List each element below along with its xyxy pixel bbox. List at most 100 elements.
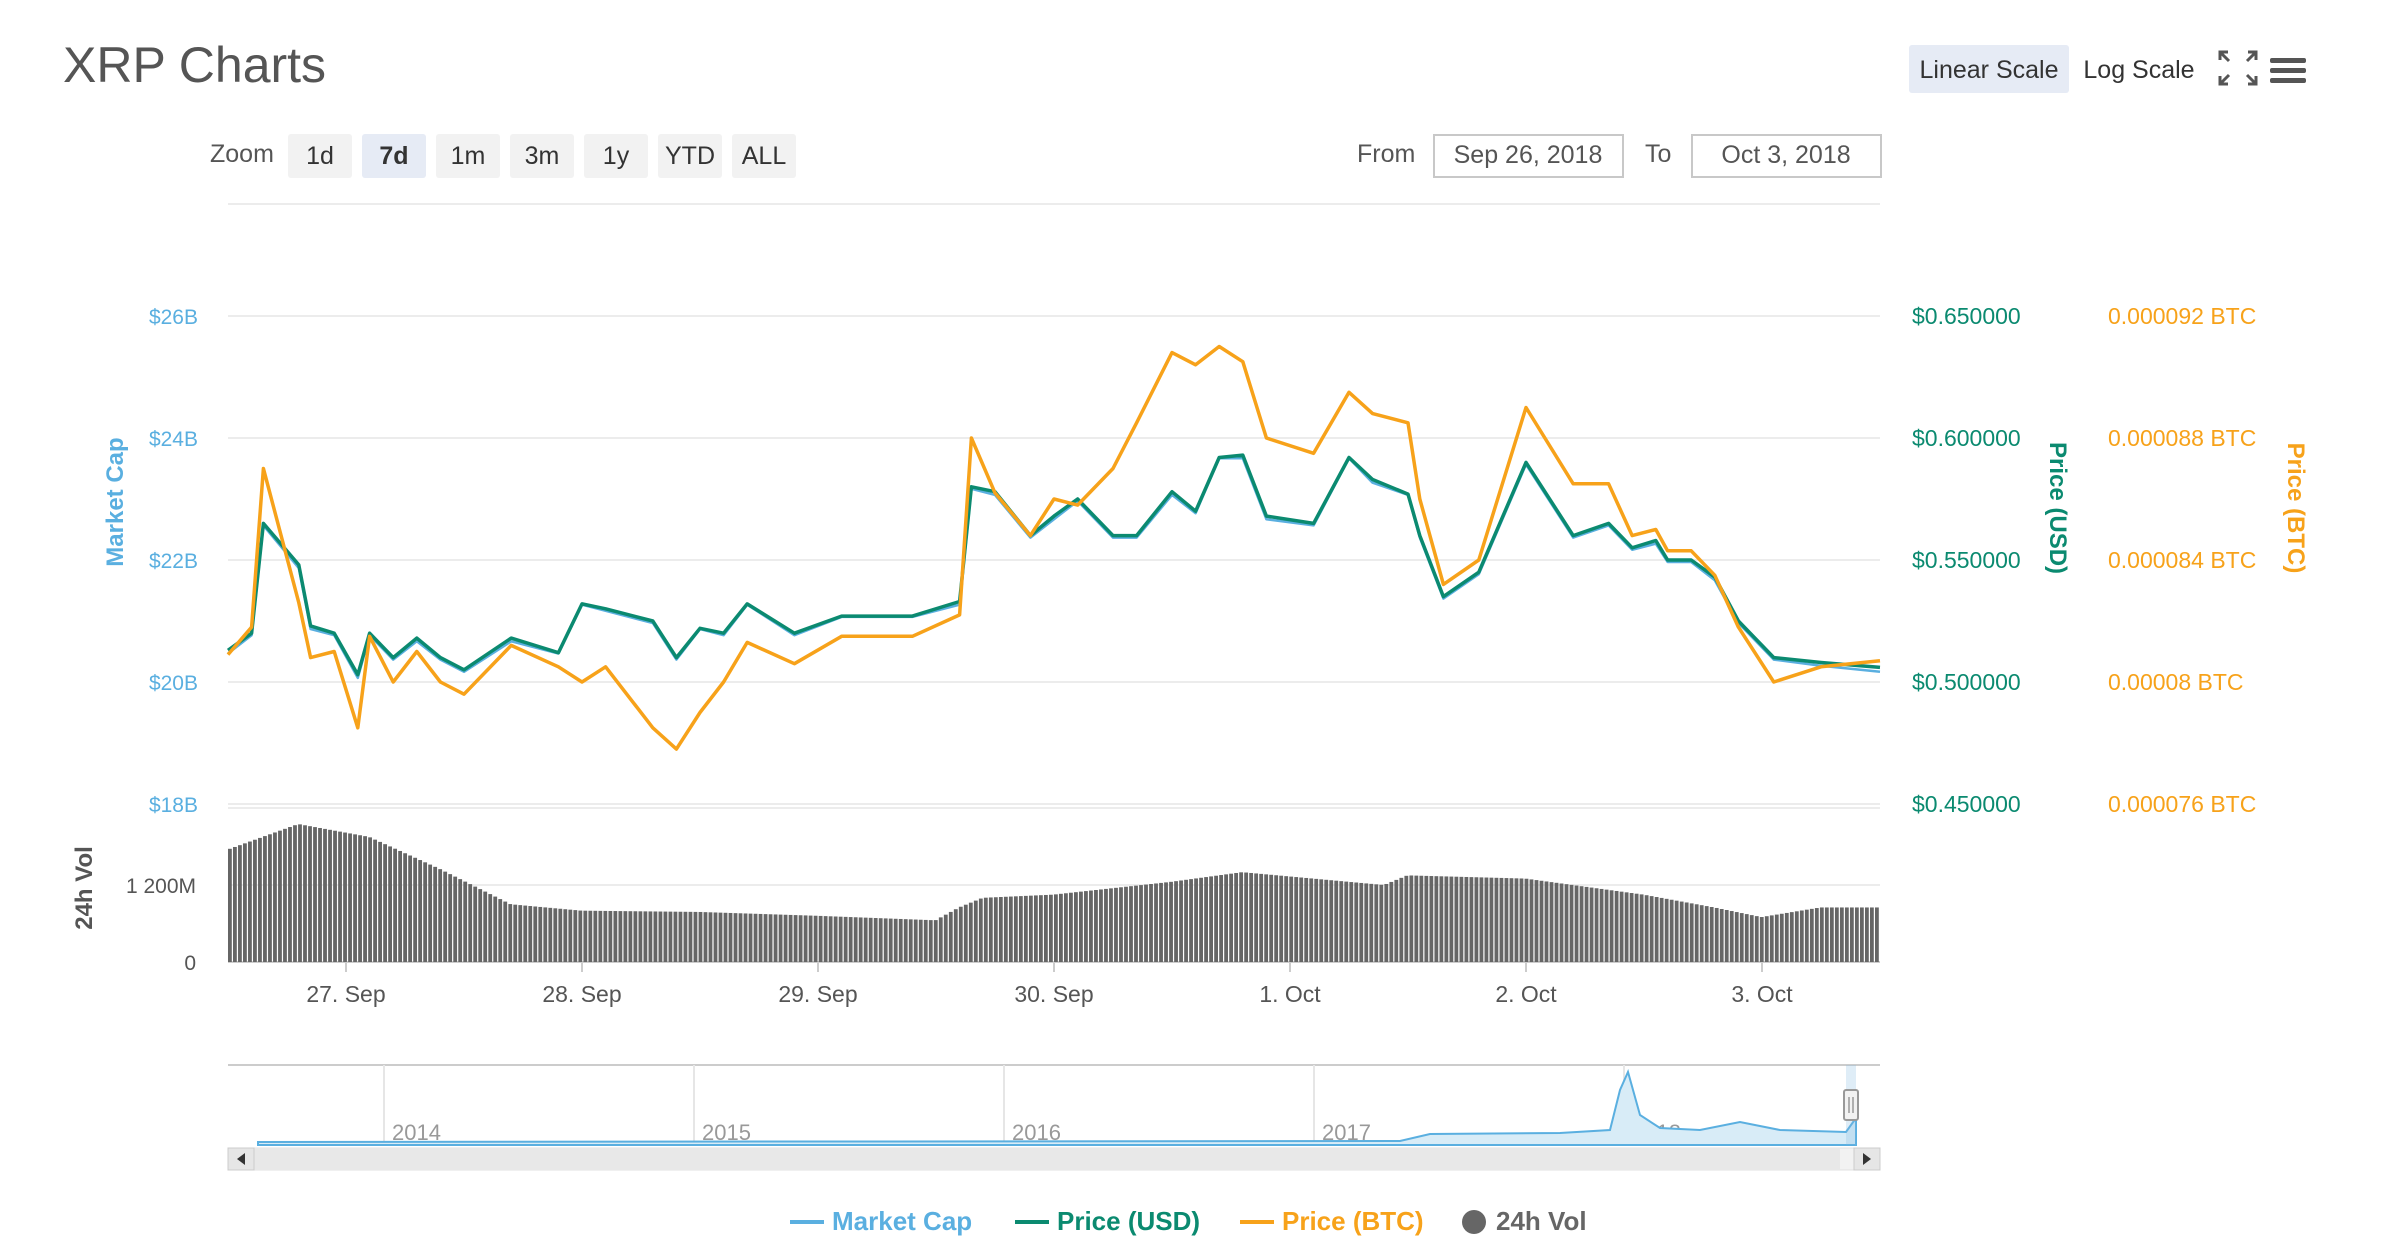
volume-bar [918, 919, 923, 962]
volume-bar [1679, 901, 1684, 962]
scroll-right-button[interactable] [1853, 1147, 1881, 1171]
volume-axis-title: 24h Vol [71, 846, 98, 930]
price-btc-tick-label: 0.000092 BTC [2108, 303, 2256, 329]
volume-bar [663, 911, 668, 962]
volume-bar [1764, 916, 1769, 962]
legend-item-market-cap[interactable]: Market Cap [790, 1206, 972, 1236]
volume-bar [348, 833, 352, 962]
zoom-button-ytd[interactable]: YTD [658, 134, 722, 178]
volume-bar [428, 864, 433, 962]
volume-bar [593, 910, 598, 962]
volume-bar [733, 913, 738, 962]
from-date-value: Sep 26, 2018 [1454, 141, 1603, 169]
arrow-left-icon [237, 1153, 245, 1165]
volume-bar [828, 916, 833, 962]
scroll-left-button[interactable] [227, 1147, 255, 1171]
volume-bar [1584, 886, 1589, 962]
volume-bar [1008, 896, 1013, 962]
volume-bar [353, 834, 357, 962]
volume-bar [623, 911, 628, 962]
volume-bar [1819, 907, 1824, 962]
to-date-input[interactable]: Oct 3, 2018 [1691, 134, 1882, 178]
volume-bar [768, 914, 773, 962]
volume-bar [313, 827, 317, 962]
volume-bar [1774, 914, 1779, 962]
hamburger-menu-icon[interactable] [2270, 58, 2306, 83]
volume-bar [1549, 882, 1554, 962]
volume-bar [723, 912, 728, 962]
linear-scale-button[interactable]: Linear Scale [1909, 45, 2069, 93]
volume-bar [563, 909, 568, 962]
zoom-button-label: 3m [525, 142, 560, 170]
zoom-button-1d[interactable]: 1d [288, 134, 352, 178]
scrollbar-thumb[interactable] [240, 1148, 1840, 1170]
x-tick-label: 1. Oct [1259, 981, 1321, 1007]
volume-bar [1294, 877, 1299, 962]
zoom-button-1y[interactable]: 1y [584, 134, 648, 178]
volume-bar [1829, 907, 1834, 962]
volume-bar [453, 876, 458, 962]
volume-bar [1284, 876, 1289, 962]
volume-bar [978, 898, 983, 962]
volume-bar [308, 826, 312, 962]
volume-series [228, 824, 1879, 962]
volume-bar [708, 912, 713, 962]
volume-bar [1484, 877, 1489, 962]
arrow-right-icon [1863, 1153, 1871, 1165]
volume-bar [658, 911, 663, 962]
zoom-button-label: 1y [603, 142, 630, 170]
volume-bar [418, 860, 423, 962]
zoom-button-7d[interactable]: 7d [362, 134, 426, 178]
volume-bar [228, 848, 232, 962]
volume-bar [1734, 912, 1739, 962]
price-usd-tick-label: $0.500000 [1912, 669, 2021, 695]
zoom-button-1m[interactable]: 1m [436, 134, 500, 178]
volume-bar [1319, 879, 1324, 962]
from-date-input[interactable]: Sep 26, 2018 [1433, 134, 1624, 178]
volume-bar [1564, 884, 1569, 962]
navigator-tick-label: 2014 [392, 1120, 441, 1145]
volume-bar [1189, 879, 1193, 962]
price-usd-axis-title: Price (USD) [2044, 442, 2071, 574]
navigator-handle[interactable] [1843, 1089, 1859, 1121]
volume-bar [298, 824, 302, 962]
volume-bar [1354, 882, 1359, 962]
volume-bar [613, 911, 618, 962]
legend-item-price-usd[interactable]: Price (USD) [1015, 1206, 1200, 1236]
market-cap-tick-label: $26B [149, 306, 198, 329]
volume-bar [1609, 890, 1614, 962]
volume-bar [1729, 911, 1734, 962]
volume-bar [1349, 882, 1354, 962]
volume-bar [1164, 882, 1168, 962]
volume-bar [1149, 884, 1153, 962]
volume-bar [1744, 914, 1749, 962]
price-btc-tick-label: 0.000088 BTC [2108, 425, 2256, 451]
log-scale-button[interactable]: Log Scale [2075, 45, 2203, 93]
fullscreen-icon[interactable] [2218, 50, 2258, 86]
zoom-button-all[interactable]: ALL [732, 134, 796, 178]
volume-bar [1254, 873, 1259, 962]
volume-bar [838, 916, 843, 962]
legend-item-price-btc[interactable]: Price (BTC) [1240, 1206, 1424, 1236]
volume-bar [1154, 883, 1158, 962]
volume-bar [943, 914, 948, 962]
volume-tick-label: 0 [184, 952, 196, 975]
volume-bar [1194, 878, 1198, 962]
volume-bar [1094, 889, 1098, 962]
price-btc-line [226, 344, 1881, 751]
zoom-button-3m[interactable]: 3m [510, 134, 574, 178]
volume-bar [408, 855, 413, 962]
volume-bar [1013, 896, 1018, 962]
grid [228, 315, 1880, 886]
volume-bar [1824, 907, 1829, 962]
volume-bar [1269, 874, 1274, 962]
legend-item-24h-vol[interactable]: 24h Vol [1462, 1206, 1587, 1236]
volume-bar [1694, 904, 1699, 962]
volume-bar [1364, 883, 1369, 962]
volume-bar [1079, 891, 1083, 962]
price-usd-tick-label: $0.450000 [1912, 791, 2021, 817]
volume-bar [1059, 893, 1063, 962]
x-tick-label: 2. Oct [1495, 981, 1557, 1007]
volume-bar [1129, 886, 1133, 962]
volume-bar [1579, 886, 1584, 962]
